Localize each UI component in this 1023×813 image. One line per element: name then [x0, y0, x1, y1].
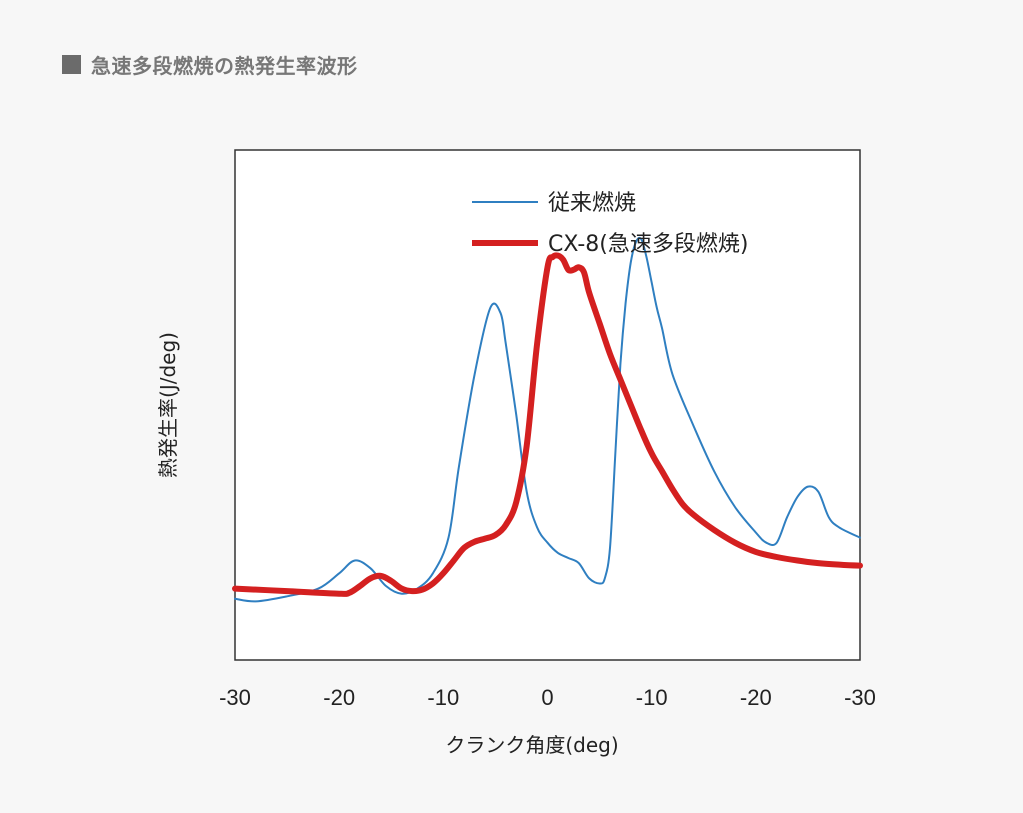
x-tick-label: 0 — [541, 685, 553, 710]
x-tick-label: -20 — [740, 685, 772, 710]
chart-header: 急速多段燃焼の熱発生率波形 — [62, 50, 358, 79]
plot-area-frame — [234, 149, 861, 661]
legend-label-cx8: CX-8(急速多段燃焼) — [548, 232, 748, 257]
legend-label-conventional: 従来燃焼 — [548, 191, 636, 216]
header-square-marker — [62, 55, 81, 74]
x-tick-label: -20 — [323, 685, 355, 710]
x-axis-label: クランク角度(deg) — [445, 733, 618, 757]
legend: 従来燃焼 CX-8(急速多段燃焼) — [472, 191, 748, 257]
x-tick-label: -30 — [219, 685, 251, 710]
y-axis-label: 熱発生率(J/deg) — [156, 332, 180, 478]
x-tick-label: -10 — [636, 685, 668, 710]
series-layer — [232, 236, 863, 603]
x-tick-labels: -30 -20 -10 0 -10 -20 -30 — [219, 685, 876, 710]
x-tick-label: -10 — [427, 685, 459, 710]
chart-title: 急速多段燃焼の熱発生率波形 — [91, 54, 358, 78]
series-line-cx8 — [232, 252, 863, 597]
x-tick-label: -30 — [844, 685, 876, 710]
